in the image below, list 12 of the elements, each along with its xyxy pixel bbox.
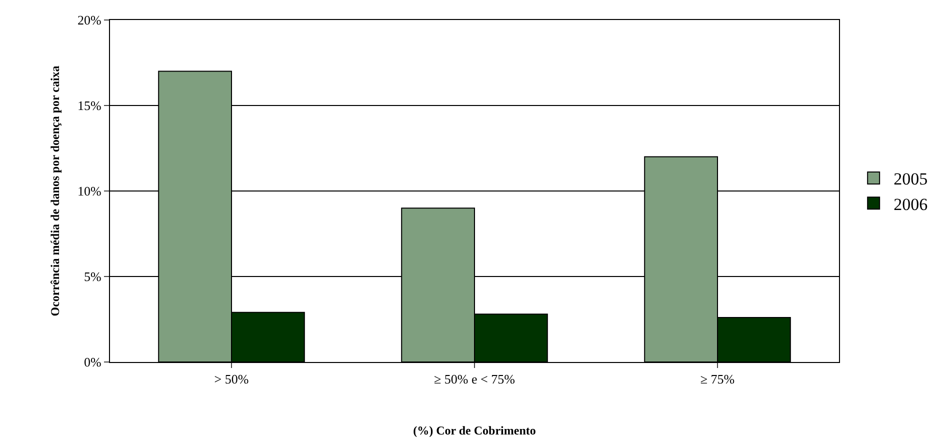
y-tick-label: 20% [78,12,102,28]
x-tick-label: ≥ 75% [700,372,735,387]
y-axis-title: Ocorrência média de danos por doença por caixa [48,66,62,316]
x-tick-label: ≥ 50% e < 75% [434,372,516,387]
y-tick-label: 0% [84,354,102,370]
x-axis-title: (%) Cor de Cobrimento [413,424,536,438]
y-tick-label: 10% [78,184,102,199]
x-tick-label: > 50% [214,372,249,387]
y-tick-label: 5% [84,269,102,284]
y-tick-label: 15% [78,98,102,114]
legend-label: 2005 [894,170,928,189]
legend-label: 2006 [894,194,928,214]
